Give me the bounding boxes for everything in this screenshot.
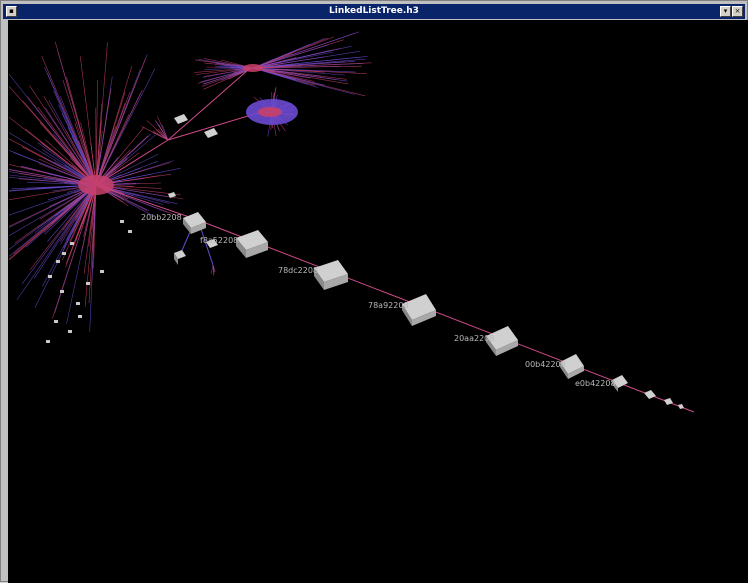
leaf-node[interactable] bbox=[68, 330, 72, 333]
node-box[interactable] bbox=[314, 260, 348, 290]
node-box[interactable] bbox=[236, 230, 268, 258]
node-box[interactable] bbox=[402, 294, 436, 326]
title-bar[interactable]: ▪ LinkedListTree.h3 ▾ × bbox=[3, 4, 745, 19]
leaf-node[interactable] bbox=[60, 290, 64, 293]
window-title: LinkedListTree.h3 bbox=[3, 4, 745, 19]
node-box-small[interactable] bbox=[168, 192, 176, 198]
leaf-node[interactable] bbox=[78, 315, 82, 318]
hyperbolic-tree-view[interactable]: 20bb2208 f8a52208 78dc2208 78a92208 20aa… bbox=[8, 20, 748, 583]
leaf-node[interactable] bbox=[46, 340, 50, 343]
node-box[interactable] bbox=[183, 212, 206, 234]
node-label[interactable]: 20aa2208 bbox=[454, 334, 494, 343]
close-icon[interactable]: × bbox=[732, 6, 743, 17]
cluster-hub-oval-core bbox=[258, 107, 282, 117]
node-box-small[interactable] bbox=[174, 250, 186, 265]
node-box[interactable] bbox=[644, 390, 656, 399]
node-label[interactable]: 78dc2208 bbox=[278, 266, 318, 275]
tree-canvas[interactable]: 20bb2208 f8a52208 78dc2208 78a92208 20aa… bbox=[8, 20, 748, 583]
fan-edge bbox=[15, 185, 96, 243]
node-box[interactable] bbox=[664, 398, 673, 405]
fan-edge bbox=[253, 38, 325, 68]
leaf-node[interactable] bbox=[54, 320, 58, 323]
fan-edge bbox=[211, 265, 213, 274]
edge-fans bbox=[9, 32, 372, 343]
leaf-node[interactable] bbox=[76, 302, 80, 305]
node-label[interactable]: 20bb2208 bbox=[141, 213, 182, 222]
node-box-small[interactable] bbox=[204, 128, 218, 138]
leaf-node[interactable] bbox=[128, 230, 132, 233]
leaf-node[interactable] bbox=[70, 242, 74, 245]
leaf-node[interactable] bbox=[48, 275, 52, 278]
minimize-icon[interactable]: ▾ bbox=[720, 6, 731, 17]
leaf-node[interactable] bbox=[62, 252, 66, 255]
node-label[interactable]: f8a52208 bbox=[200, 236, 238, 245]
node-label[interactable]: e0b42208 bbox=[575, 379, 616, 388]
leaf-node[interactable] bbox=[120, 220, 124, 223]
cluster-hub-large[interactable] bbox=[78, 175, 114, 195]
leaf-node[interactable] bbox=[100, 270, 104, 273]
leaf-node[interactable] bbox=[86, 282, 90, 285]
node-box-small[interactable] bbox=[174, 114, 188, 124]
node-label[interactable]: 00b42208 bbox=[525, 360, 566, 369]
fan-edge bbox=[253, 45, 328, 68]
leaf-node[interactable] bbox=[56, 260, 60, 263]
fan-edge bbox=[23, 101, 96, 185]
main-edges bbox=[96, 70, 694, 412]
cluster-hub-top[interactable] bbox=[243, 64, 263, 72]
fan-edge bbox=[96, 58, 146, 185]
node-label[interactable]: 78a92208 bbox=[368, 301, 409, 310]
